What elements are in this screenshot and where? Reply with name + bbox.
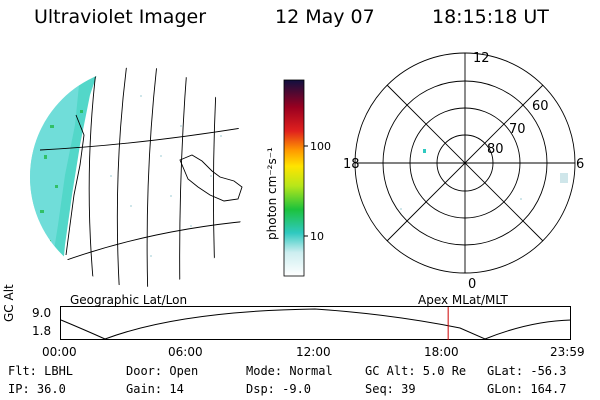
ip-value: IP: 36.0 xyxy=(8,382,66,396)
coastline xyxy=(179,154,243,202)
geographic-map xyxy=(30,67,250,287)
door-value: Door: Open xyxy=(126,364,199,378)
colorbar: 100 10 photon cm⁻²s⁻¹ xyxy=(265,79,331,277)
mlt-label-0: 0 xyxy=(468,277,476,292)
gc-alt-value: GC Alt: 5.0 Re xyxy=(365,364,467,378)
altitude-plot xyxy=(60,306,572,340)
background-speckle xyxy=(110,95,222,257)
altitude-ylabel: GC Alt xyxy=(2,284,16,322)
xtick-0600: 06:00 xyxy=(168,345,203,359)
colorbar-tick-100: 100 xyxy=(310,140,331,153)
gain-value: Gain: 14 xyxy=(126,382,184,396)
polar-plot: 12 18 6 0 60 70 80 xyxy=(343,51,584,292)
lat-label-60: 60 xyxy=(532,99,549,114)
xtick-1800: 18:00 xyxy=(424,345,459,359)
xtick-2359: 23:59 xyxy=(550,345,585,359)
mode-value: Mode: Normal xyxy=(246,364,333,378)
glat-value: GLat: -56.3 xyxy=(487,364,567,378)
xtick-0000: 00:00 xyxy=(42,345,77,359)
mlt-label-12: 12 xyxy=(473,51,490,66)
altitude-ytick-high: 9.0 xyxy=(32,306,52,320)
altitude-curve xyxy=(60,308,572,340)
geographic-label: Geographic Lat/Lon xyxy=(70,293,188,307)
lat-label-80: 80 xyxy=(487,142,504,157)
colorbar-gradient xyxy=(283,79,305,277)
altitude-frame xyxy=(60,306,571,340)
mlt-label-6: 6 xyxy=(576,157,584,172)
seq-value: Seq: 39 xyxy=(365,382,416,396)
date-label: 12 May 07 xyxy=(275,6,375,28)
lat-label-70: 70 xyxy=(509,122,526,137)
xtick-1200: 12:00 xyxy=(296,345,331,359)
colorbar-tick-10: 10 xyxy=(310,230,324,243)
instrument-title: Ultraviolet Imager xyxy=(34,6,207,28)
apex-label: Apex MLat/MLT xyxy=(418,293,508,307)
colorbar-unit-label: photon cm⁻²s⁻¹ xyxy=(265,147,279,240)
mlt-label-18: 18 xyxy=(343,157,360,172)
altitude-ytick-low: 1.8 xyxy=(32,324,52,338)
emission-spot xyxy=(423,149,426,153)
filter-value: Flt: LBHL xyxy=(8,364,74,378)
dsp-value: Dsp: -9.0 xyxy=(246,382,312,396)
time-label: 18:15:18 UT xyxy=(432,6,549,28)
glon-value: GLon: 164.7 xyxy=(487,382,567,396)
